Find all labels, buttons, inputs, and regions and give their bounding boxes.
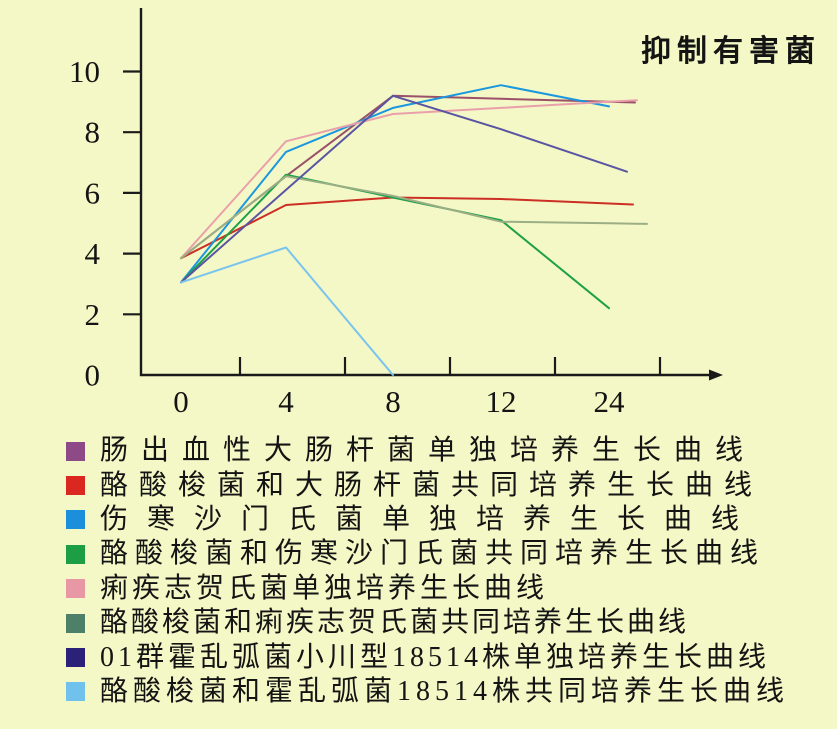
legend-item: 肠出血性大肠杆菌单独培养生长曲线 — [66, 434, 789, 468]
y-tick-label: 2 — [85, 297, 101, 332]
growth-chart: 10 8 6 4 2 0 0 4 8 12 24 抑制有害菌 — [69, 8, 821, 419]
legend: 肠出血性大肠杆菌单独培养生长曲线 酪酸梭菌和大肠杆菌共同培养生长曲线 伤寒沙门氏菌单… — [66, 434, 789, 709]
x-axis-arrow-icon — [709, 369, 723, 381]
legend-swatch — [66, 613, 85, 633]
chart-title: 抑制有害菌 — [641, 35, 821, 68]
series-line-7 — [180, 246, 394, 376]
legend-swatch — [66, 544, 85, 564]
x-tick-label: 4 — [278, 384, 294, 419]
series-line-2 — [180, 84, 610, 284]
legend-label: 伤寒沙门氏菌单独培养生长曲线 — [100, 503, 759, 535]
x-tick-label: 0 — [173, 384, 189, 419]
legend-label: 酪酸梭菌和大肠杆菌共同培养生长曲线 — [100, 469, 764, 501]
legend-item: 酪酸梭菌和霍乱弧菌18514株共同培养生长曲线 — [66, 675, 789, 709]
y-tick-label: 0 — [85, 358, 101, 393]
legend-label: 肠出血性大肠杆菌单独培养生长曲线 — [100, 435, 757, 467]
y-tick-label: 10 — [69, 54, 100, 89]
legend-label: 01群霍乱弧菌小川型18514株单独培养生长曲线 — [100, 641, 771, 673]
series-line-5 — [180, 175, 648, 260]
series-line-1 — [180, 196, 634, 260]
legend-item: 酪酸梭菌和痢疾志贺氏菌共同培养生长曲线 — [66, 606, 789, 640]
legend-swatch — [66, 579, 85, 599]
series-line-4 — [180, 99, 638, 260]
legend-swatch — [66, 682, 85, 702]
chart-canvas: 10 8 6 4 2 0 0 4 8 12 24 — [69, 8, 723, 419]
legend-swatch — [66, 510, 85, 530]
legend-item: 伤寒沙门氏菌单独培养生长曲线 — [66, 503, 789, 537]
x-tick-label: 12 — [486, 384, 517, 419]
y-tick-label: 8 — [85, 115, 101, 150]
x-tick-label: 8 — [385, 384, 401, 419]
legend-swatch — [66, 476, 85, 496]
legend-label: 酪酸梭菌和霍乱弧菌18514株共同培养生长曲线 — [100, 675, 790, 707]
series-line-3 — [180, 173, 610, 310]
axes-lines — [139, 8, 712, 377]
legend-label: 酪酸梭菌和痢疾志贺氏菌共同培养生长曲线 — [100, 607, 690, 639]
legend-item: 酪酸梭菌和伤寒沙门氏菌共同培养生长曲线 — [66, 537, 789, 571]
x-tick-label: 24 — [594, 384, 626, 419]
legend-swatch — [66, 648, 85, 668]
legend-item: 01群霍乱弧菌小川型18514株单独培养生长曲线 — [66, 640, 789, 674]
y-tick-label: 6 — [85, 175, 101, 210]
legend-swatch — [66, 441, 85, 461]
legend-item: 酪酸梭菌和大肠杆菌共同培养生长曲线 — [66, 468, 789, 502]
y-tick-label: 4 — [85, 236, 101, 271]
legend-label: 痢疾志贺氏菌单独培养生长曲线 — [100, 572, 549, 604]
series-line-6 — [180, 94, 628, 284]
legend-label: 酪酸梭菌和伤寒沙门氏菌共同培养生长曲线 — [100, 538, 766, 570]
legend-item: 痢疾志贺氏菌单独培养生长曲线 — [66, 572, 789, 606]
series-line-0 — [180, 94, 636, 260]
